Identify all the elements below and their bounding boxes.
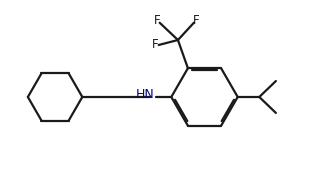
Text: F: F [152,38,159,52]
Text: F: F [193,14,200,27]
Text: HN: HN [135,88,154,101]
Text: F: F [154,14,161,27]
